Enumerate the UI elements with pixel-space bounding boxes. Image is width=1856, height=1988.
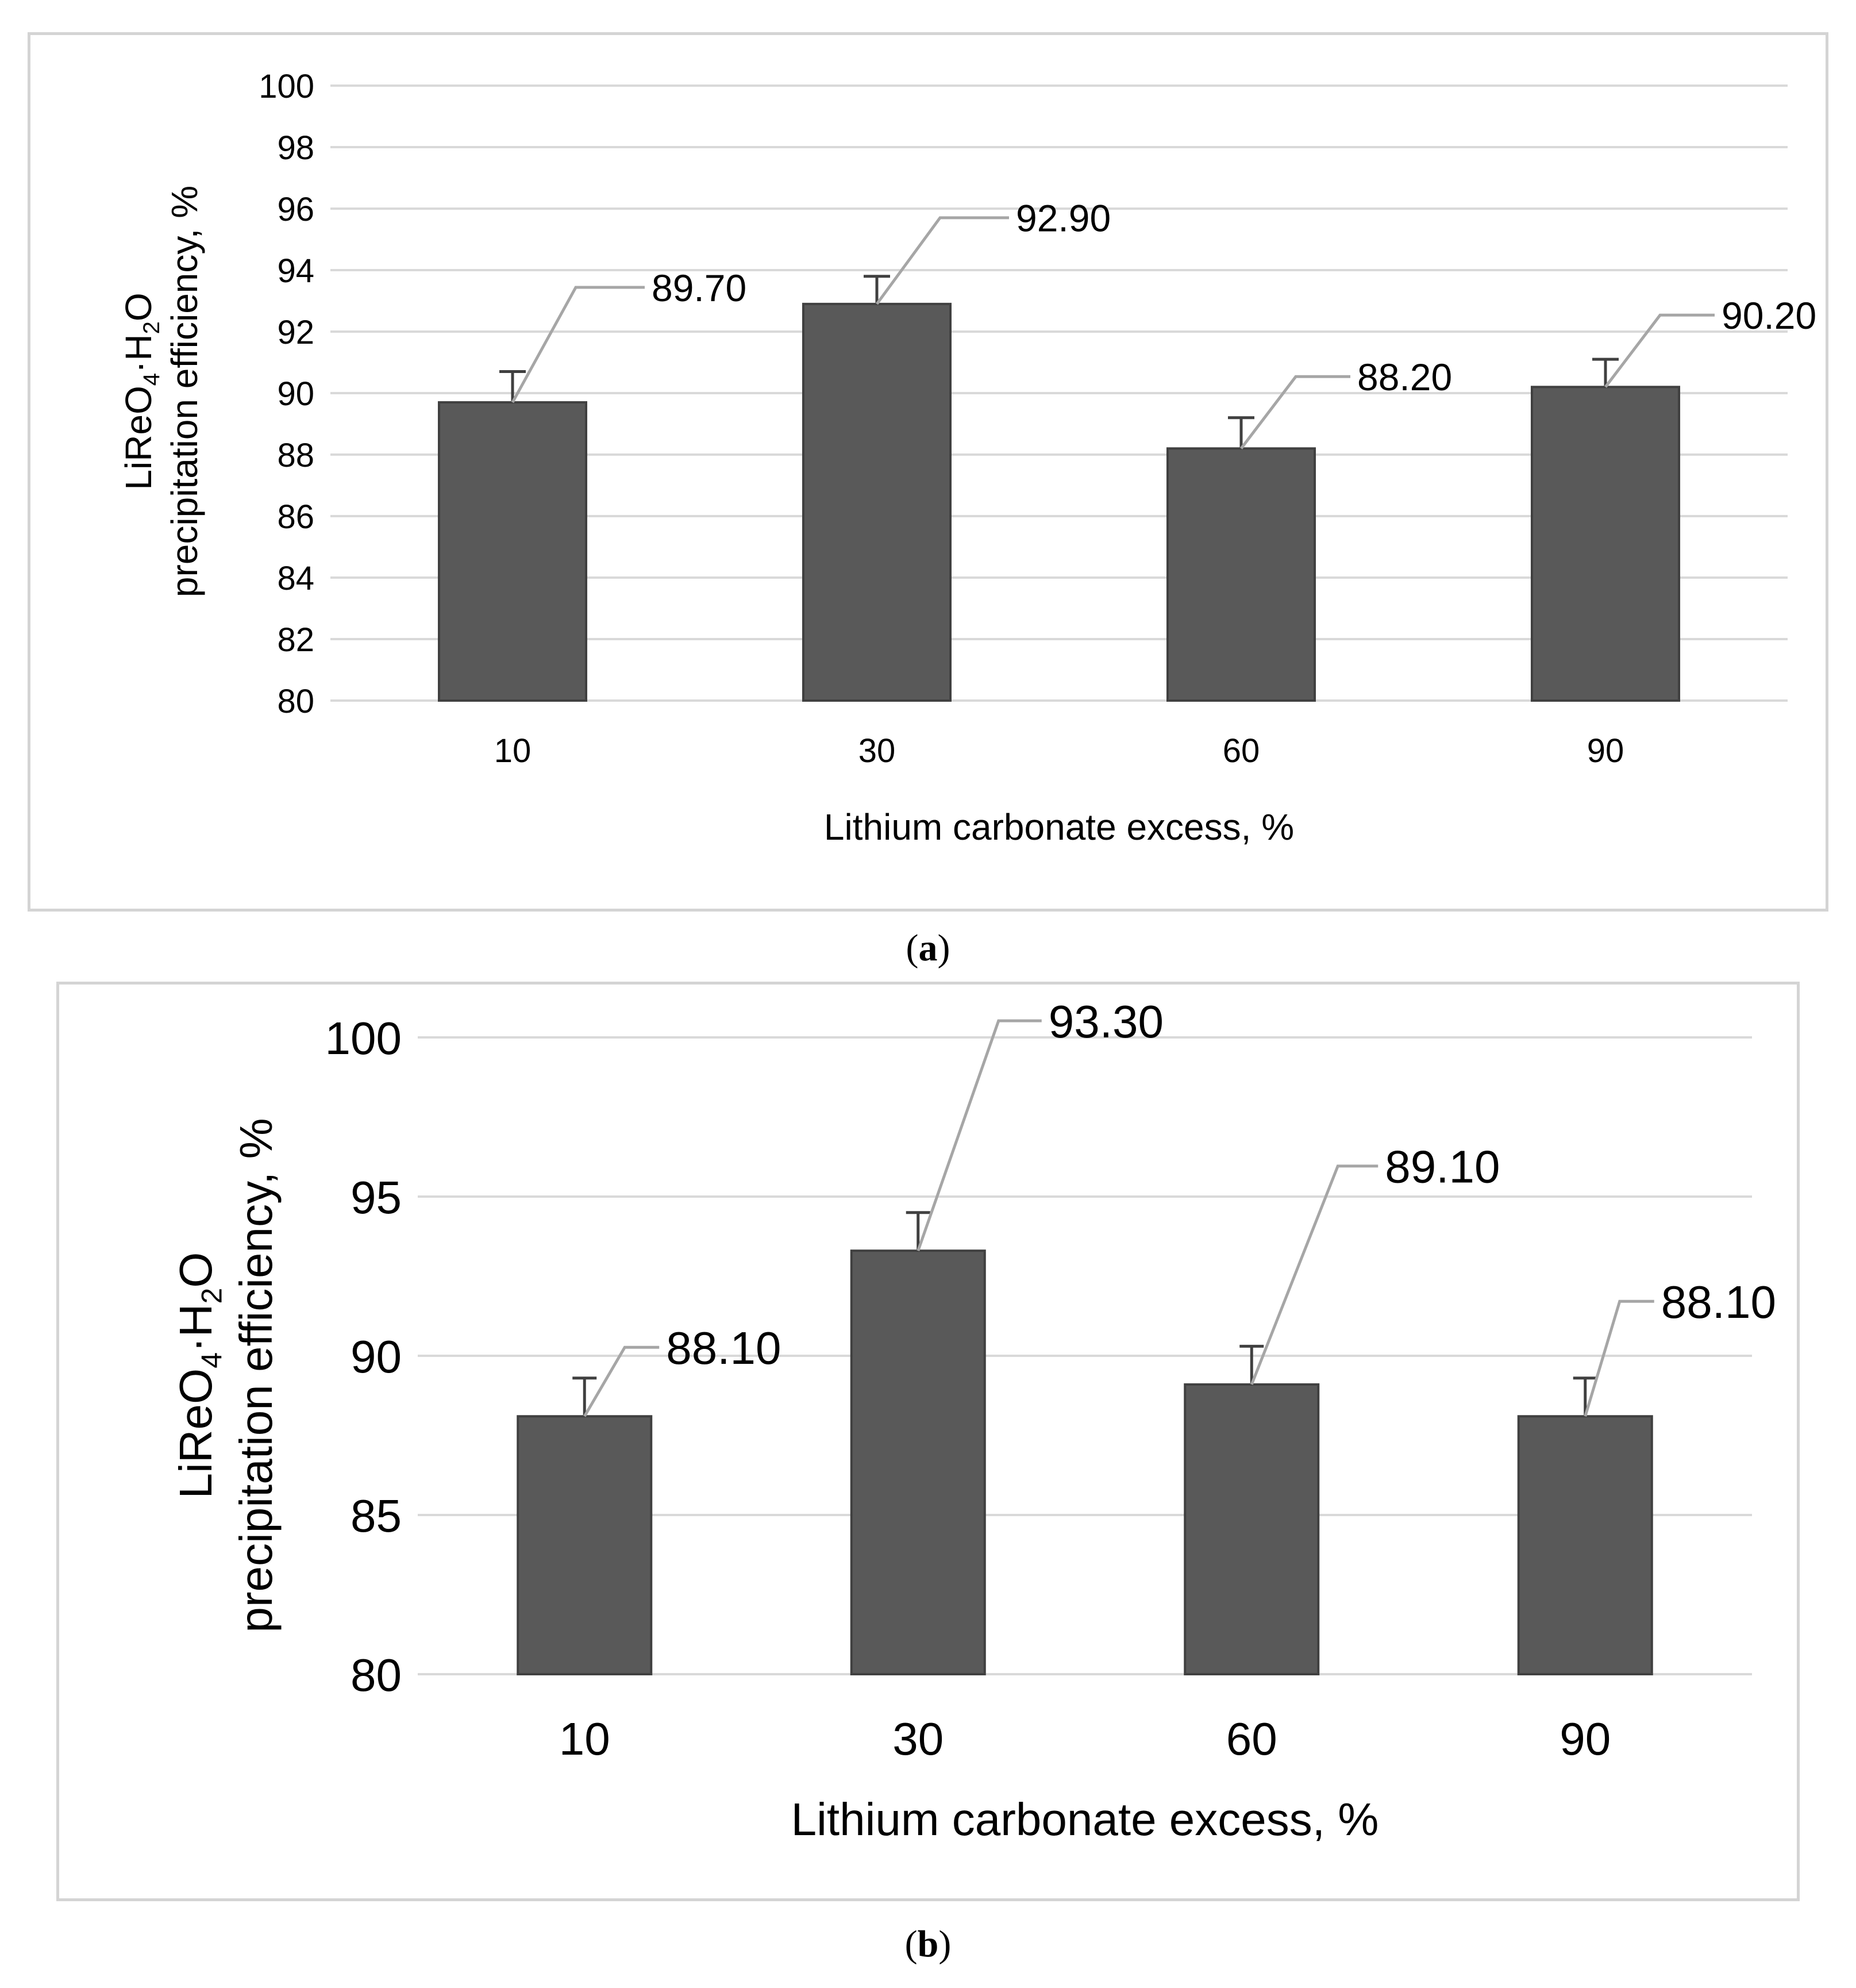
data-label-a-60: 88.20 — [1357, 356, 1452, 398]
data-label-a-90: 90.20 — [1722, 294, 1816, 337]
x-tick-label-a-60: 60 — [1223, 732, 1260, 770]
y-tick-label-a-80: 80 — [277, 683, 314, 720]
chart-b-svg: 80 85 90 95 100 88.10 10 93.30 30 89.10 60 88.10 90 L… — [170, 996, 1776, 1845]
y-tick-label-a-86: 86 — [277, 498, 314, 536]
x-tick-label-a-90: 90 — [1587, 732, 1624, 770]
bar-b-90 — [1517, 1415, 1653, 1675]
y-axis-title-sub-b-1: 4 — [196, 1352, 228, 1368]
data-label-a-30: 92.90 — [1016, 197, 1111, 240]
y-axis-title-part-b-4: O — [170, 1252, 221, 1287]
y-tick-label-a-84: 84 — [277, 560, 314, 597]
y-axis-title-part-a-4: O — [118, 293, 159, 321]
y-axis-title-sub-a-3: 2 — [139, 321, 164, 334]
data-label-b-60: 89.10 — [1385, 1141, 1500, 1193]
bar-a-60 — [1166, 447, 1316, 702]
y-tick-label-a-88: 88 — [277, 437, 314, 474]
y-axis-title-part-b-2: ·H — [170, 1304, 221, 1352]
leader-line-b-10 — [583, 1345, 660, 1417]
leader-line-b-30 — [917, 1019, 1042, 1252]
x-axis-title-b: Lithium carbonate excess, % — [791, 1794, 1379, 1845]
y-tick-label-a-98: 98 — [277, 129, 314, 167]
caption-a-letter: a — [918, 927, 938, 969]
chart-panel-a: 80 82 84 86 88 90 92 94 96 98 100 89.70 10 92.90 30 88.… — [28, 32, 1828, 912]
leader-line-a-10 — [511, 286, 645, 403]
chart-a-svg: 80 82 84 86 88 90 92 94 96 98 100 89.70 10 92.90 30 88.… — [118, 68, 1816, 848]
y-tick-label-a-82: 82 — [277, 621, 314, 659]
y-axis-title-part-b-0: LiReO — [170, 1368, 221, 1499]
y-axis-title-part-a-2: ·H — [118, 334, 159, 373]
y-tick-label-b-85: 85 — [351, 1490, 402, 1541]
y-axis-title-sub-b-3: 2 — [196, 1288, 228, 1304]
x-tick-label-b-90: 90 — [1559, 1713, 1611, 1764]
y-tick-label-a-100: 100 — [259, 68, 314, 105]
y-axis-title-part-a-0: LiReO — [118, 386, 159, 490]
y-tick-label-b-95: 95 — [351, 1172, 402, 1223]
y-axis-title-sub-a-1: 4 — [139, 373, 164, 386]
y-axis-title-line1-a: LiReO4·H2O — [118, 293, 164, 490]
x-tick-label-a-30: 30 — [858, 732, 896, 770]
x-tick-label-b-10: 10 — [559, 1713, 610, 1764]
y-axis-title-line2-a: precipitation efficiency, % — [164, 186, 205, 597]
bar-a-10 — [438, 401, 587, 702]
y-axis-title-line2-b: precipitation efficiency, % — [230, 1118, 282, 1632]
caption-b: (b) — [904, 1923, 952, 1965]
bar-a-90 — [1531, 386, 1680, 702]
leader-line-a-30 — [875, 216, 1009, 305]
y-tick-label-b-90: 90 — [351, 1331, 402, 1382]
bar-b-30 — [850, 1249, 986, 1675]
y-tick-label-a-90: 90 — [277, 375, 314, 413]
leader-line-a-90 — [1604, 313, 1715, 388]
y-tick-label-a-94: 94 — [277, 252, 314, 290]
chart-panel-b: 80 85 90 95 100 88.10 10 93.30 30 89.10 60 88.10 90 L… — [56, 982, 1800, 1901]
y-tick-label-a-96: 96 — [277, 191, 314, 228]
bar-b-60 — [1184, 1383, 1320, 1675]
y-tick-label-b-80: 80 — [351, 1649, 402, 1701]
leader-line-b-60 — [1250, 1164, 1378, 1385]
data-label-b-90: 88.10 — [1661, 1276, 1776, 1328]
y-tick-label-b-100: 100 — [325, 1013, 402, 1064]
leader-line-a-60 — [1240, 375, 1350, 449]
caption-a: (a) — [906, 927, 950, 969]
data-label-a-10: 89.70 — [652, 267, 746, 309]
leader-line-b-90 — [1584, 1299, 1654, 1417]
x-tick-label-b-60: 60 — [1226, 1713, 1277, 1764]
data-label-b-10: 88.10 — [666, 1322, 781, 1374]
y-tick-label-a-92: 92 — [277, 314, 314, 351]
bar-b-10 — [517, 1415, 653, 1675]
caption-b-letter: b — [917, 1923, 939, 1965]
y-axis-title-line1-b: LiReO4·H2O — [170, 1252, 228, 1498]
data-label-b-30: 93.30 — [1049, 996, 1164, 1047]
x-axis-title-a: Lithium carbonate excess, % — [824, 806, 1294, 848]
x-tick-label-b-30: 30 — [892, 1713, 944, 1764]
x-tick-label-a-10: 10 — [494, 732, 532, 770]
bar-a-30 — [802, 302, 952, 702]
